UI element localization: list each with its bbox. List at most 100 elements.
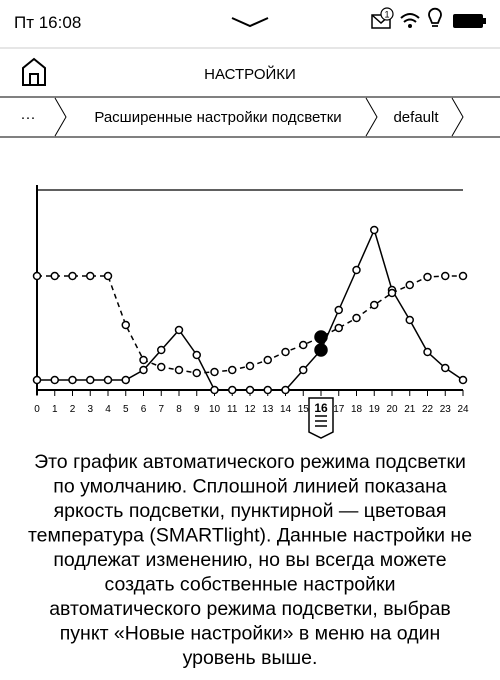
point xyxy=(32,271,42,281)
notification-count: 1 xyxy=(384,10,389,20)
point xyxy=(458,375,468,385)
point xyxy=(139,355,148,365)
description-line: автоматического режима подсветки, выбрав xyxy=(49,598,451,620)
breadcrumb-item[interactable]: default xyxy=(393,109,439,126)
point xyxy=(441,271,450,281)
point xyxy=(103,271,113,281)
point xyxy=(50,271,59,281)
point xyxy=(103,375,113,385)
x-tick-label: 9 xyxy=(194,404,200,415)
point xyxy=(423,347,432,357)
selected-point xyxy=(314,330,328,344)
point xyxy=(86,271,95,281)
description-line: пункт «Новые настройки» в меню на один xyxy=(60,623,440,645)
point xyxy=(192,368,201,378)
point xyxy=(352,265,361,275)
x-tick-label: 17 xyxy=(333,404,345,415)
breadcrumb-separator xyxy=(451,97,464,137)
x-tick-label: 12 xyxy=(244,404,256,415)
point xyxy=(263,385,272,395)
x-tick-label: 18 xyxy=(351,404,363,415)
point xyxy=(86,375,95,385)
x-tick-label: 23 xyxy=(440,404,452,415)
point xyxy=(157,362,166,372)
x-tick-label: 11 xyxy=(227,404,238,415)
selected-point xyxy=(314,343,328,357)
point xyxy=(157,345,166,355)
point xyxy=(245,385,255,395)
point xyxy=(370,300,379,310)
point xyxy=(370,225,379,235)
x-tick-label: 1 xyxy=(52,404,58,415)
x-tick-label: 10 xyxy=(209,404,221,415)
header-title: НАСТРОЙКИ xyxy=(204,65,296,83)
x-tick-label: 14 xyxy=(280,404,292,415)
chart: 0 1 2 3 4 5 6 7 8 9 10 11 12 13 14 15 16 17 18 19 20 21 22 23 24 xyxy=(32,185,469,439)
x-tick-label: 4 xyxy=(105,404,111,415)
x-tick-label: 19 xyxy=(369,404,381,415)
point xyxy=(334,305,343,315)
x-tick-label: 5 xyxy=(123,404,129,415)
description: Это график автоматического режима подсве… xyxy=(28,451,472,669)
description-line: яркость подсветки, пунктирной — цветовая xyxy=(54,500,447,522)
series-line xyxy=(37,275,463,374)
breadcrumb-more[interactable]: ··· xyxy=(21,109,36,126)
x-tick-label: 20 xyxy=(386,404,398,415)
point xyxy=(50,375,59,385)
x-tick-label: 24 xyxy=(457,404,469,415)
point xyxy=(228,385,237,395)
x-tick-label: 16 xyxy=(314,401,328,415)
point xyxy=(299,340,308,350)
point xyxy=(121,375,130,385)
description-line: Это график автоматического режима подсве… xyxy=(34,451,466,473)
description-line: создать собственные настройки xyxy=(105,574,396,596)
point xyxy=(121,320,130,330)
point xyxy=(334,323,343,333)
x-tick-label: 21 xyxy=(404,404,416,415)
description-line: температура (SMARTlight). Данные настрой… xyxy=(28,525,472,547)
description-line: подлежат изменению, но вы всегда можете xyxy=(53,549,446,571)
description-line: по умолчанию. Сплошной линией показана xyxy=(53,476,447,498)
point xyxy=(405,315,414,325)
pull-down-handle[interactable] xyxy=(231,17,269,28)
point xyxy=(139,365,148,375)
point xyxy=(68,271,77,281)
point xyxy=(352,313,361,323)
x-tick-label: 13 xyxy=(262,404,274,415)
home-button[interactable] xyxy=(22,57,46,86)
x-tick-label: 8 xyxy=(176,404,182,415)
x-tick-label: 7 xyxy=(158,404,164,415)
x-tick-label: 0 xyxy=(34,404,40,415)
point xyxy=(68,375,77,385)
breadcrumb-separator xyxy=(54,97,67,137)
point xyxy=(423,272,432,282)
point xyxy=(387,288,397,298)
point xyxy=(405,280,414,290)
point xyxy=(441,363,450,373)
point xyxy=(263,355,272,365)
point xyxy=(192,350,201,360)
point xyxy=(245,361,255,371)
status-time: Пт 16:08 xyxy=(14,13,81,32)
point xyxy=(210,367,219,377)
x-tick-label: 2 xyxy=(70,404,76,415)
point xyxy=(281,385,290,395)
x-tick-label: 3 xyxy=(87,404,93,415)
x-tick-label: 22 xyxy=(422,404,434,415)
point xyxy=(32,375,42,385)
point xyxy=(281,347,290,357)
x-tick-label: 6 xyxy=(141,404,147,415)
point xyxy=(174,365,184,375)
description-line: уровень выше. xyxy=(183,647,318,669)
point xyxy=(458,271,468,281)
breadcrumb-item[interactable]: Расширенные настройки подсветки xyxy=(94,109,341,126)
point xyxy=(174,325,184,335)
point xyxy=(210,385,219,395)
point xyxy=(299,365,308,375)
selected-hour-marker xyxy=(308,397,334,439)
point xyxy=(228,365,237,375)
status-icons xyxy=(371,7,486,29)
breadcrumb-separator xyxy=(365,97,378,137)
x-tick-label: 15 xyxy=(298,404,310,415)
